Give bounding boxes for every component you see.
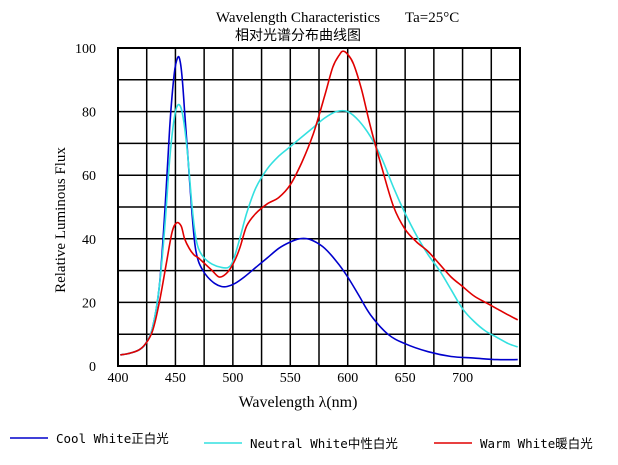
- legend-item: Cool White正白光: [10, 431, 169, 446]
- series-line-2: [120, 50, 519, 356]
- grid: [118, 48, 520, 366]
- y-tick-label: 100: [75, 42, 96, 57]
- y-tick-label: 80: [82, 106, 96, 121]
- legend-item: Warm White暖白光: [434, 436, 593, 451]
- x-tick-label: 600: [337, 371, 358, 386]
- x-tick-label: 550: [280, 371, 301, 386]
- tick-labels: 400 450 500 550 600 650 700 0 20 40 60 80 100: [75, 42, 473, 386]
- chart-title: Wavelength Characteristics: [216, 10, 380, 26]
- x-tick-label: 700: [452, 371, 473, 386]
- x-tick-label: 400: [108, 371, 129, 386]
- y-tick-label: 0: [89, 360, 96, 375]
- legend-item: Neutral White中性白光: [204, 436, 398, 451]
- legend-label: Neutral White中性白光: [250, 436, 398, 451]
- y-tick-label: 60: [82, 169, 96, 184]
- y-tick-label: 20: [82, 296, 96, 311]
- chart-subtitle: 相对光谱分布曲线图: [235, 28, 361, 44]
- legend: Cool White正白光 Neutral White中性白光 Warm White…: [10, 431, 593, 451]
- x-tick-label: 500: [222, 371, 243, 386]
- x-tick-label: 650: [395, 371, 416, 386]
- y-axis-label: Relative Luminous Flux: [53, 147, 69, 293]
- x-axis-label: Wavelength λ(nm): [239, 394, 358, 411]
- series-line-0: [120, 55, 518, 361]
- x-tick-label: 450: [165, 371, 186, 386]
- chart-condition: Ta=25°C: [405, 10, 459, 26]
- legend-label: Cool White正白光: [56, 431, 169, 446]
- legend-label: Warm White暖白光: [480, 436, 593, 451]
- y-tick-label: 40: [82, 233, 96, 248]
- series-lines: [120, 50, 519, 361]
- series-line-1: [120, 103, 518, 356]
- plot-frame: [117, 47, 521, 367]
